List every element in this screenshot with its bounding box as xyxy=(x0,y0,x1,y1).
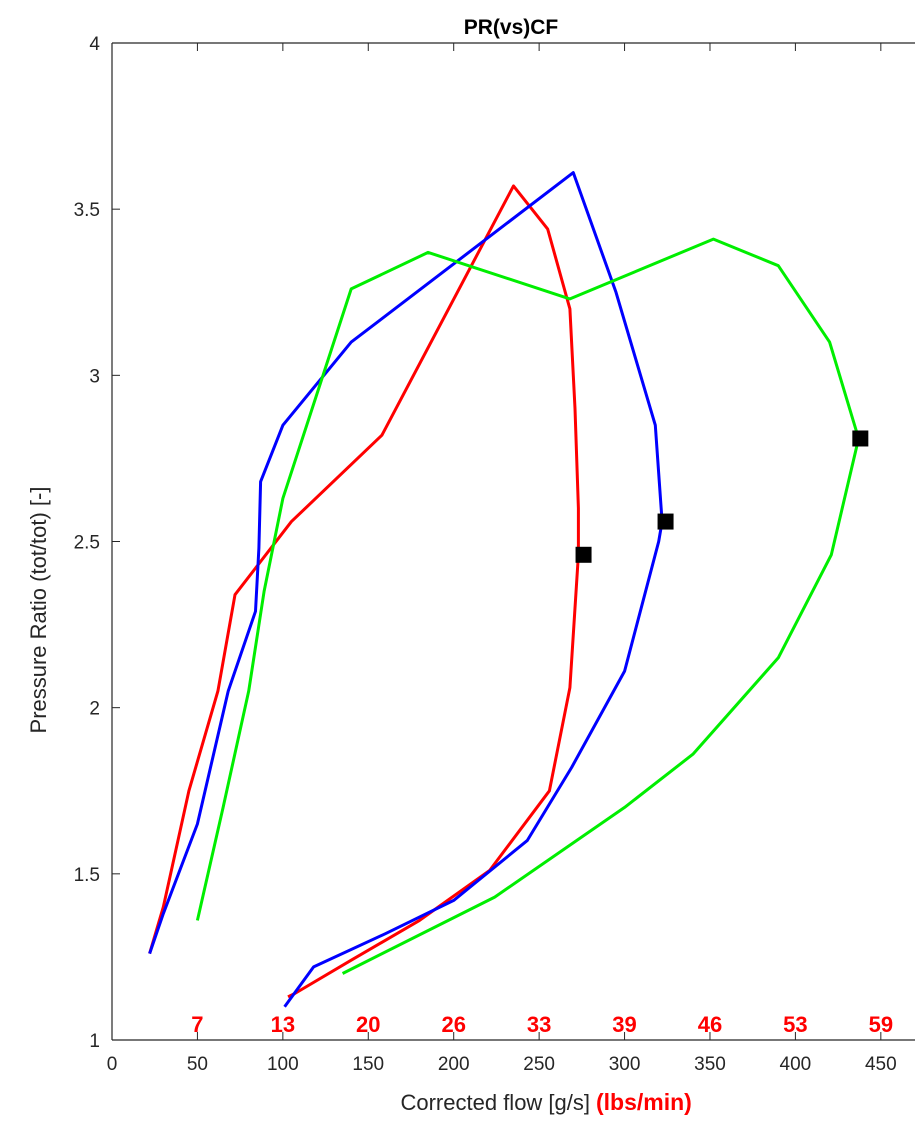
series-line-1 xyxy=(148,184,580,999)
series-layer xyxy=(148,171,861,1008)
lbs-min-label: 59 xyxy=(869,1012,893,1037)
lbs-min-label: 53 xyxy=(783,1012,807,1037)
series-line-2 xyxy=(148,171,664,1008)
x-tick-label: 250 xyxy=(523,1054,555,1075)
y-tick-label: 2 xyxy=(89,699,100,720)
lbs-min-label: 26 xyxy=(441,1012,465,1037)
y-tick-label: 1.5 xyxy=(74,865,100,886)
lbs-min-label: 7 xyxy=(191,1012,203,1037)
y-tick-label: 4 xyxy=(89,34,100,55)
x-tick-label: 400 xyxy=(780,1054,812,1075)
x-axis: 0 50 100 150 200 250 300 350 400 450 xyxy=(107,43,897,1075)
series-line-3 xyxy=(195,237,861,975)
x-tick-label: 0 xyxy=(107,1054,118,1075)
y-axis: 1 1.5 2 2.5 3 3.5 4 xyxy=(74,34,120,1052)
lbs-min-label: 20 xyxy=(356,1012,380,1037)
marker-layer xyxy=(575,430,869,563)
secondary-x-labels: 7 13 20 26 33 39 46 53 59 xyxy=(191,1012,893,1037)
y-tick-label: 2.5 xyxy=(74,533,100,554)
x-tick-label: 350 xyxy=(694,1054,726,1075)
x-axis-label-extra: (lbs/min) xyxy=(596,1089,692,1115)
series-marker-2 xyxy=(657,513,674,530)
y-axis-label: Pressure Ratio (tot/tot) [-] xyxy=(26,487,51,734)
chart-title: PR(vs)CF xyxy=(464,16,559,39)
series-marker-3 xyxy=(852,430,869,447)
lbs-min-label: 13 xyxy=(271,1012,295,1037)
series-marker-1 xyxy=(575,546,592,563)
lbs-min-label: 46 xyxy=(698,1012,722,1037)
x-tick-label: 200 xyxy=(438,1054,470,1075)
y-tick-label: 3.5 xyxy=(74,200,100,221)
x-tick-label: 150 xyxy=(352,1054,384,1075)
lbs-min-label: 39 xyxy=(612,1012,636,1037)
x-tick-label: 450 xyxy=(865,1054,897,1075)
x-tick-label: 300 xyxy=(609,1054,641,1075)
y-tick-label: 3 xyxy=(89,366,100,387)
lbs-min-label: 33 xyxy=(527,1012,551,1037)
x-tick-label: 50 xyxy=(187,1054,208,1075)
plot-frame xyxy=(111,42,915,1041)
x-tick-label: 100 xyxy=(267,1054,299,1075)
y-tick-label: 1 xyxy=(89,1031,100,1052)
x-axis-label: Corrected flow [g/s] xyxy=(400,1090,590,1115)
